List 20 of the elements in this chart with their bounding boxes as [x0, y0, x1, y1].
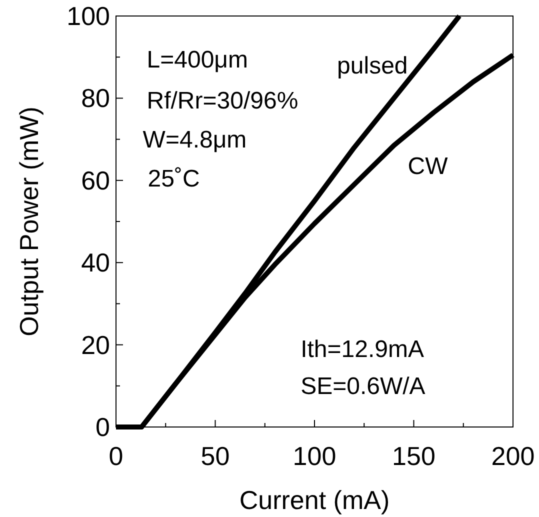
x-tick-label: 100 — [292, 441, 336, 471]
x-axis-title: Current (mA) — [239, 485, 390, 515]
y-tick-label: 100 — [66, 1, 110, 31]
annotation: Rf/Rr=30/96% — [146, 87, 298, 114]
y-tick-label: 80 — [81, 83, 110, 114]
y-tick-label: 20 — [81, 330, 110, 360]
y-tick-label: 60 — [81, 165, 110, 196]
annotation: Ith=12.9mA — [300, 336, 424, 364]
x-tick-label: 200 — [491, 441, 535, 471]
y-tick-label: 0 — [96, 412, 110, 442]
series-label: CW — [408, 153, 448, 180]
series-label: pulsed — [337, 52, 408, 80]
annotation: 25˚C — [148, 166, 200, 193]
annotation: L=400μm — [146, 46, 248, 74]
x-tick-label: 50 — [200, 441, 230, 471]
x-tick-label: 150 — [392, 441, 436, 471]
y-tick-label: 40 — [81, 248, 110, 278]
annotation: W=4.8μm — [142, 126, 247, 154]
annotation: SE=0.6W/A — [300, 373, 426, 400]
y-axis-title: Output Power (mW) — [14, 106, 44, 336]
